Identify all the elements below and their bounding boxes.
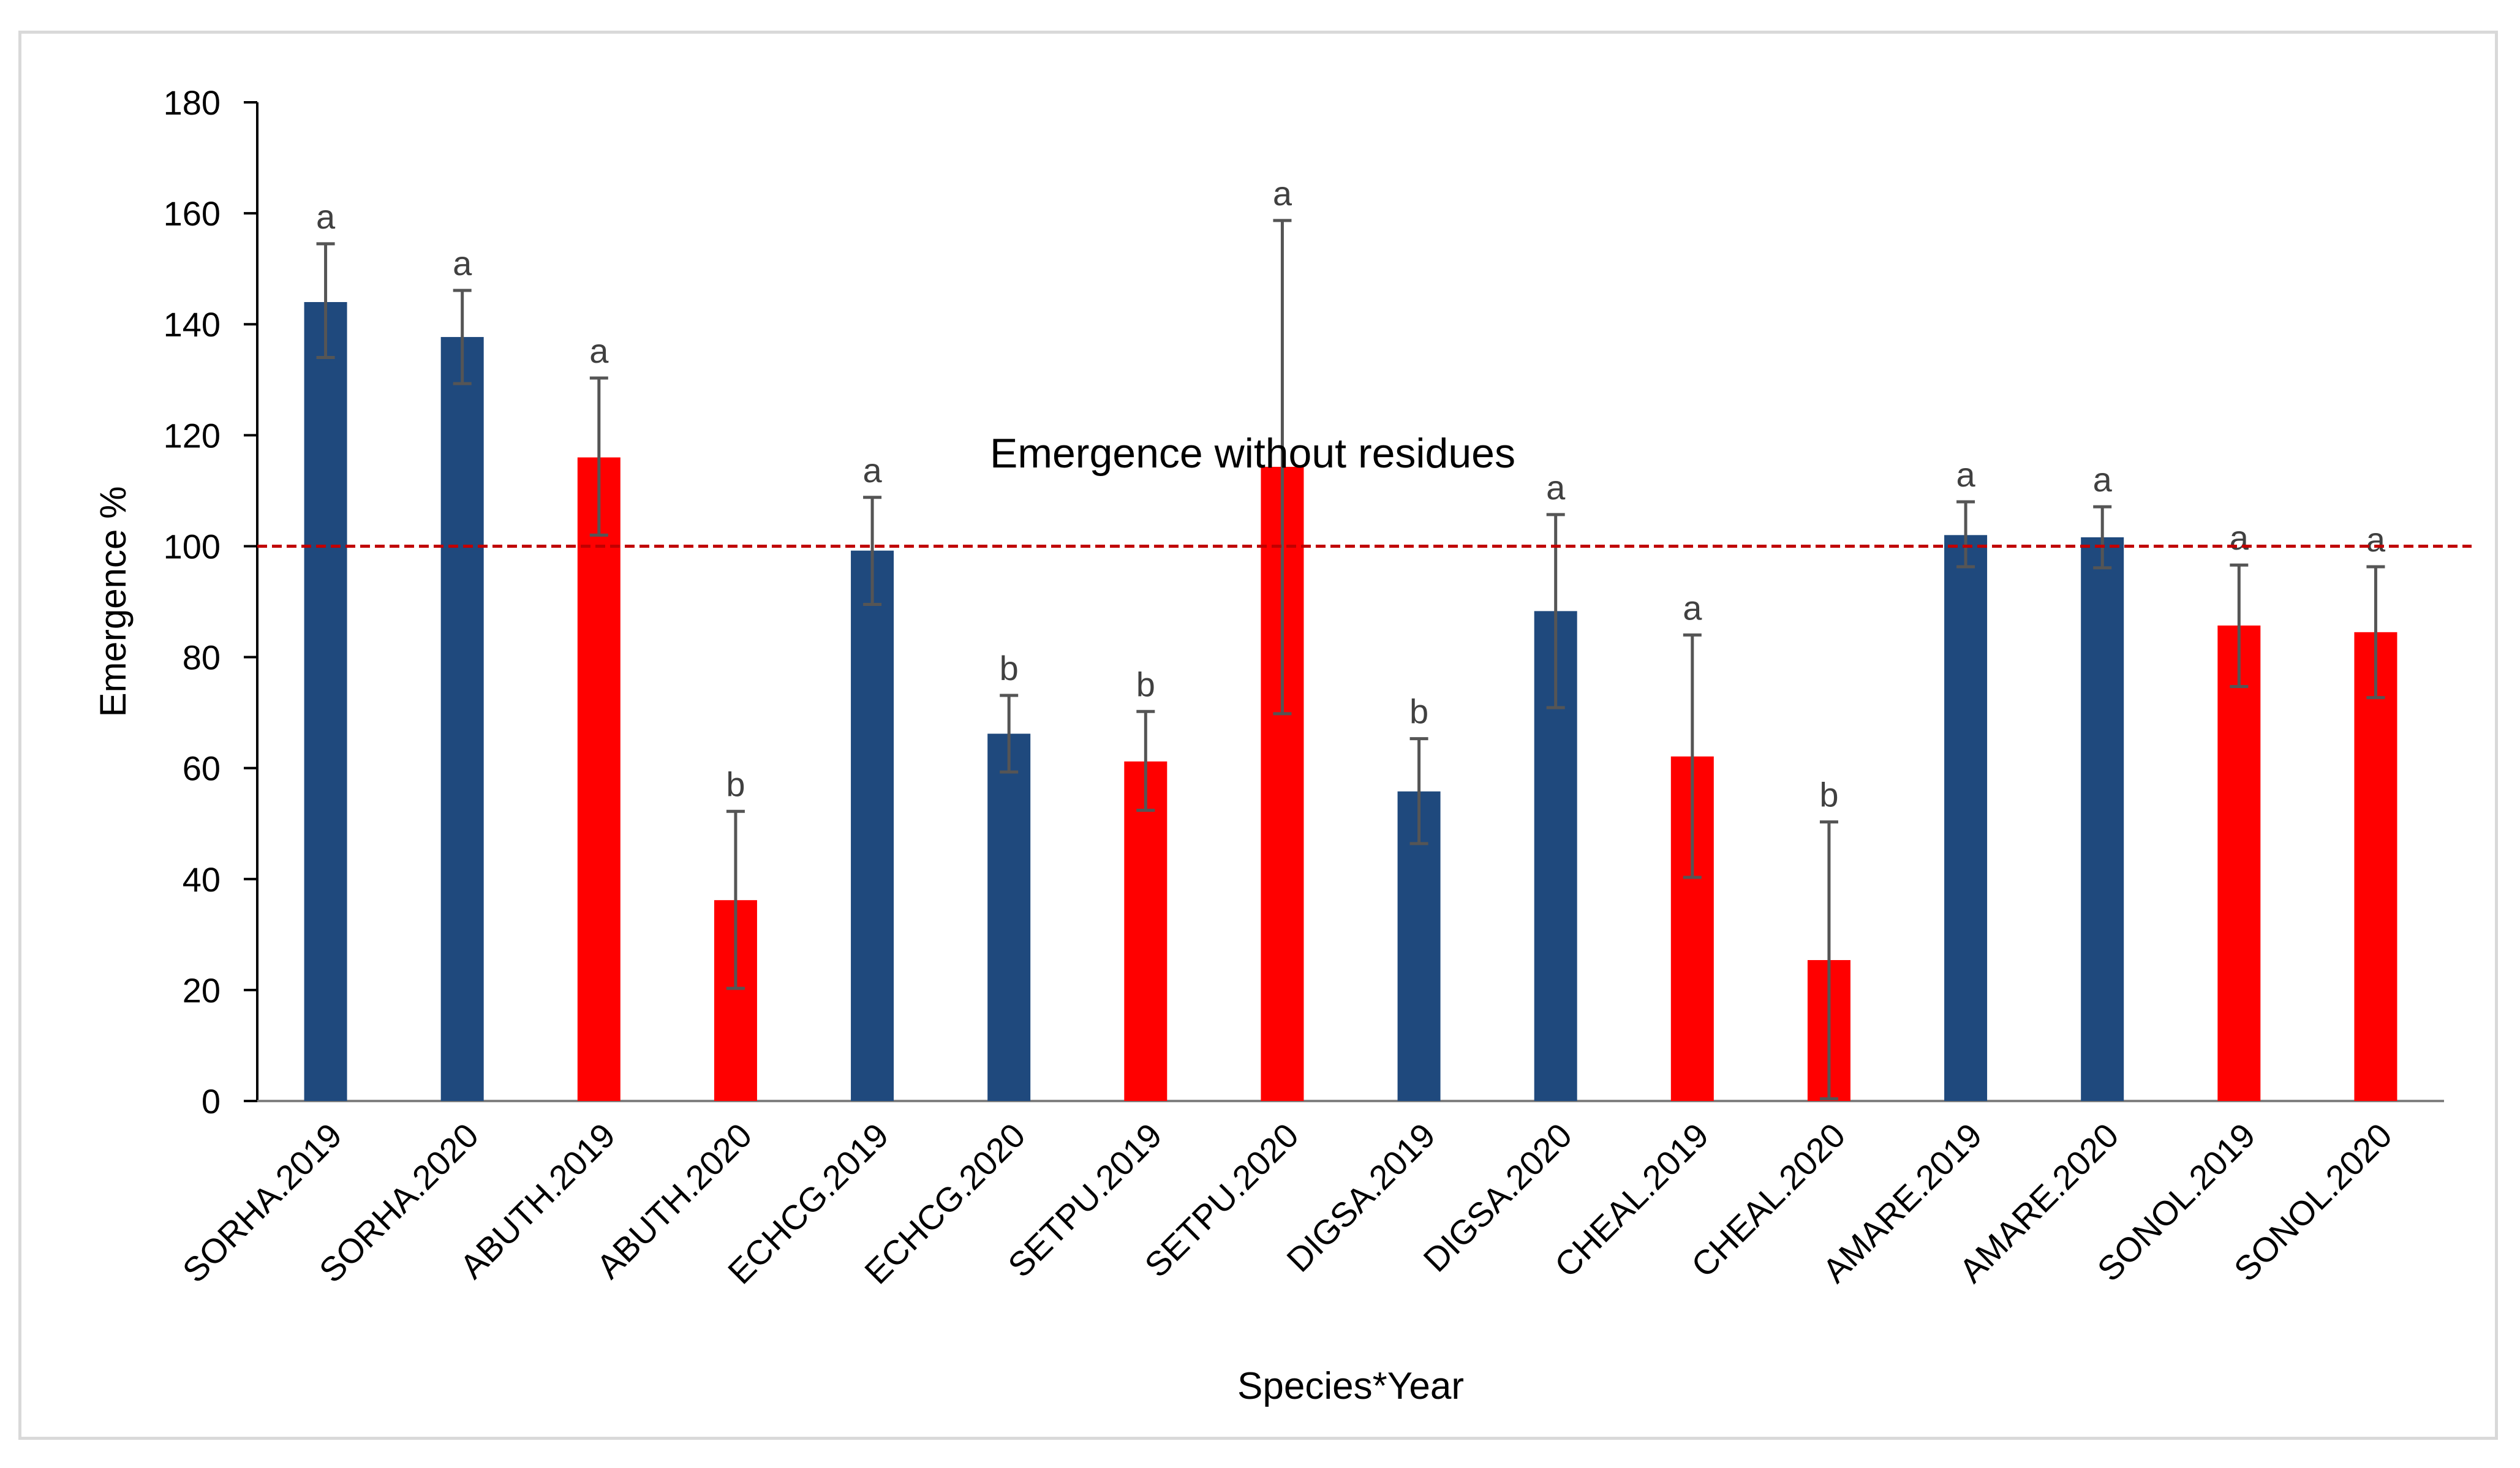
y-tick-label: 100 [164,527,221,566]
significance-letter: a [2230,518,2249,557]
bar [1124,761,1168,1101]
chart-frame: 0 20 40 60 80 100 120 140 160 180 a SORHA.2019 a SORH… [18,31,2498,1440]
y-tick-label: 60 [183,749,221,788]
bar [2081,537,2124,1101]
reference-line-label: Emergence without residues [990,430,1515,477]
bar [304,302,347,1101]
significance-letter: b [1000,649,1019,687]
y-tick-label: 180 [164,83,221,122]
significance-letter: a [1273,174,1292,213]
bar [2217,625,2261,1101]
significance-letter: a [1956,455,1975,494]
y-tick-label: 0 [202,1082,221,1121]
bar [851,550,894,1101]
y-tick-label: 160 [164,194,221,233]
bar [577,457,621,1101]
significance-letter: a [1546,468,1566,507]
y-axis-title: Emergence % [92,486,134,717]
significance-letter: a [316,197,336,236]
y-tick-label: 20 [183,971,221,1010]
significance-letter: a [1683,588,1702,627]
y-tick-label: 120 [164,416,221,455]
significance-letter: b [1409,692,1428,731]
bar [440,337,484,1101]
significance-letter: b [726,765,745,803]
significance-letter: a [453,244,472,282]
x-axis-title: Species*Year [1237,1365,1464,1407]
significance-letter: a [2093,460,2113,499]
bar [2354,632,2397,1101]
significance-letter: a [2366,520,2386,559]
significance-letter: a [862,451,882,490]
significance-letter: b [1819,776,1838,814]
significance-letter: b [1136,665,1155,703]
bar [1944,535,1988,1101]
significance-letter: a [589,331,609,370]
chart-svg: 020406080100120140160180aSORHA.2019aSORH… [92,83,2472,1407]
y-tick-label: 40 [183,860,221,899]
y-tick-label: 140 [164,305,221,344]
y-tick-label: 80 [183,638,221,677]
bar [987,733,1031,1101]
